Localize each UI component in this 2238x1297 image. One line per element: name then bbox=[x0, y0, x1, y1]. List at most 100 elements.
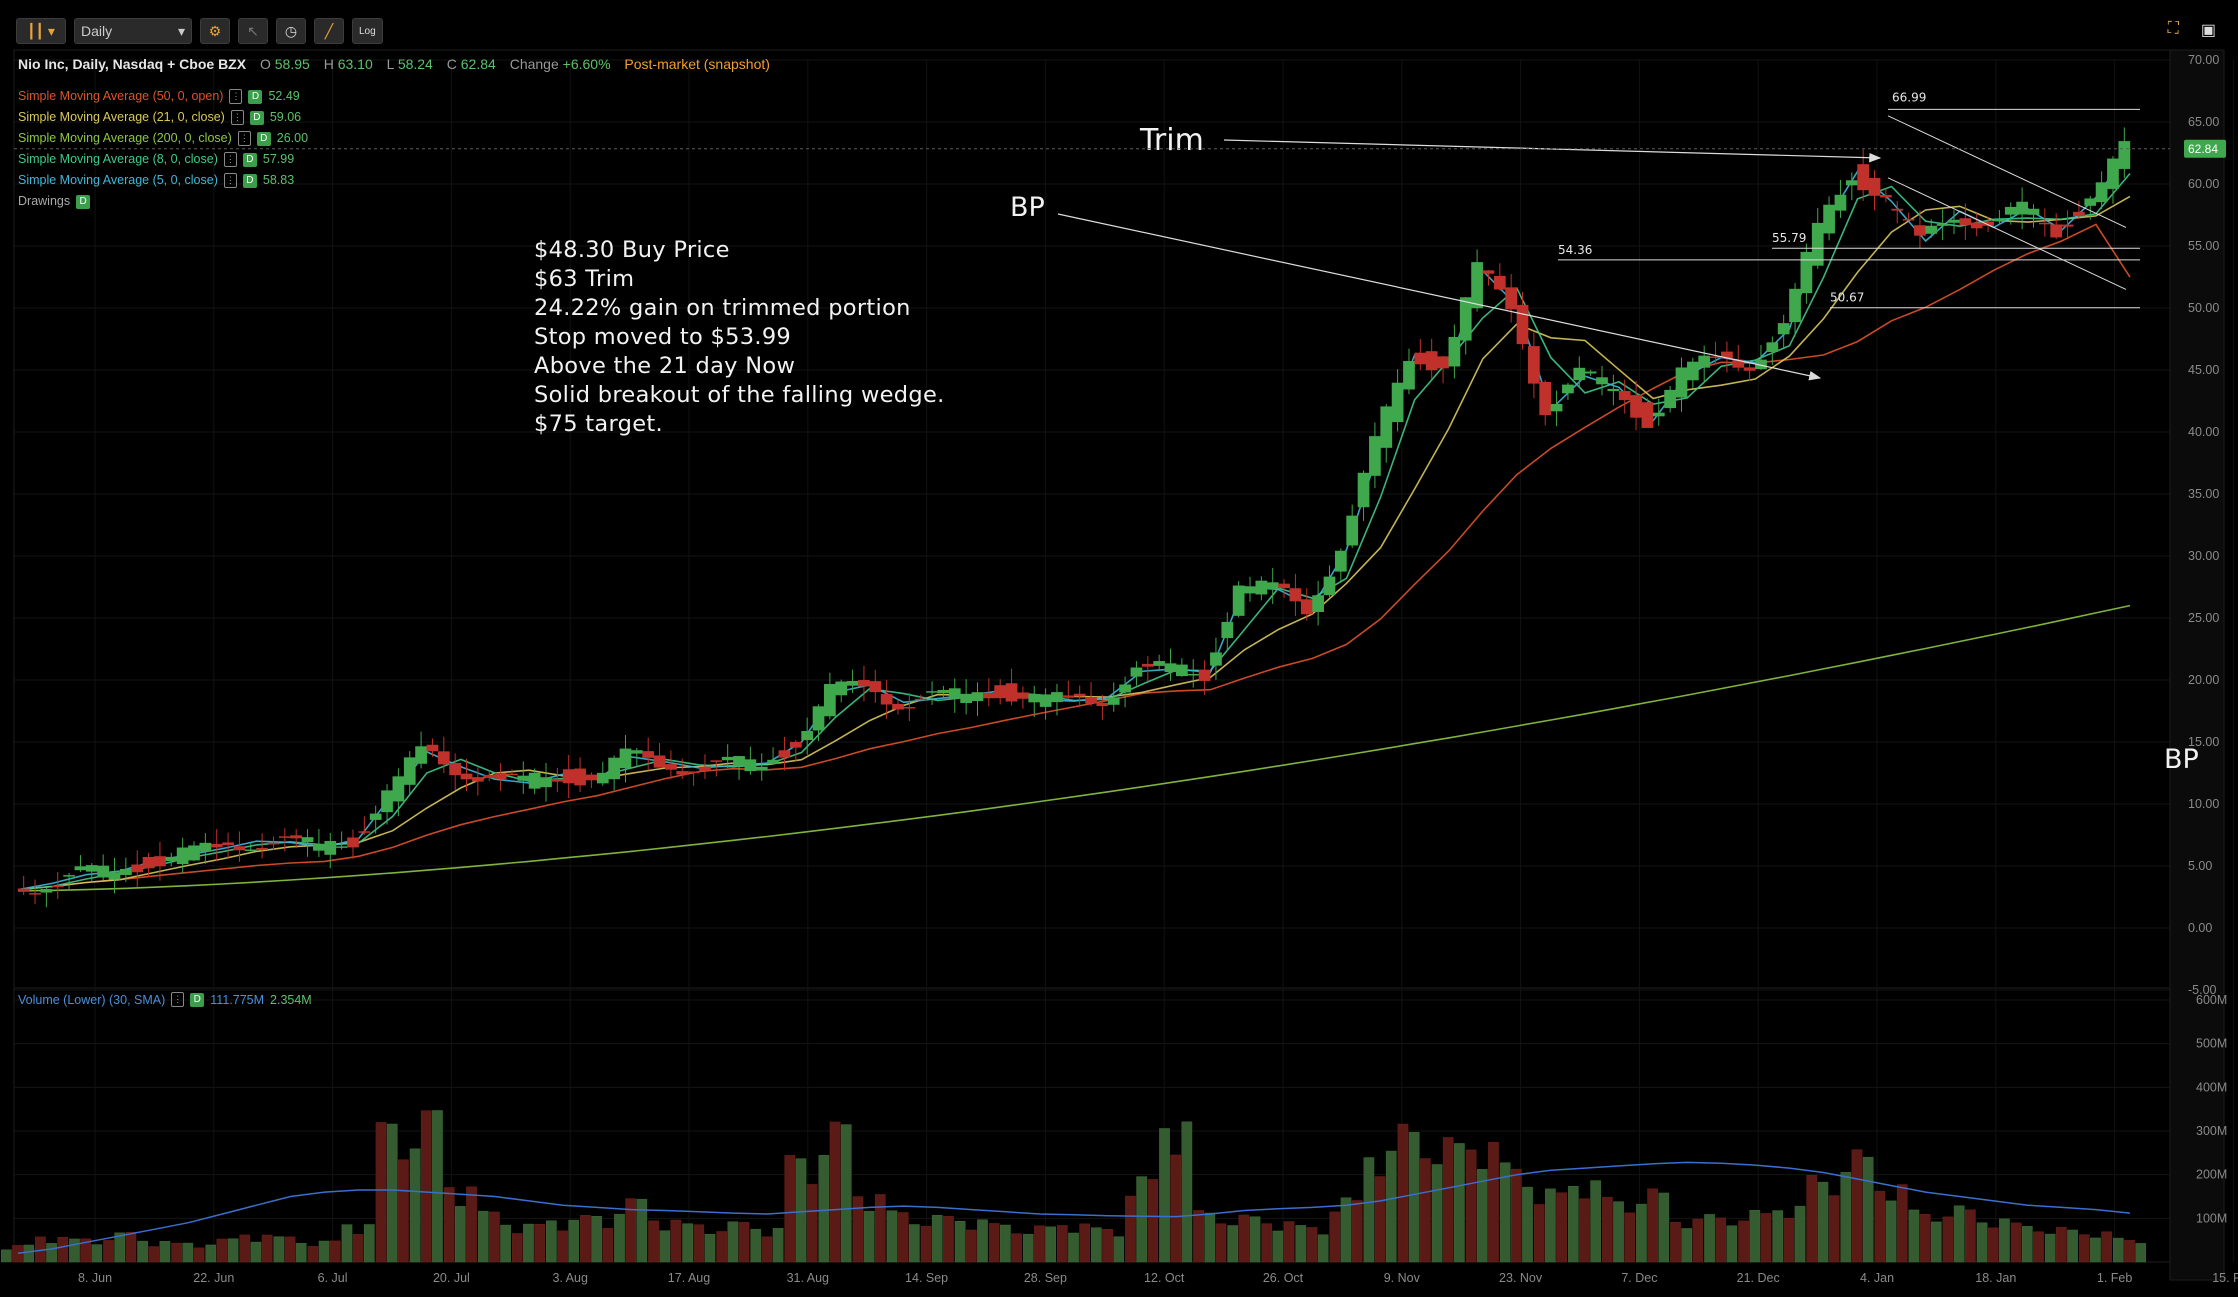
indicator-row[interactable]: Simple Moving Average (200, 0, close) ⋮ D 2… bbox=[18, 128, 308, 149]
price-axis-panel bbox=[2169, 49, 2225, 1281]
candle-body bbox=[347, 837, 359, 848]
x-tick-label: 26. Oct bbox=[1263, 1271, 1304, 1285]
candle-body bbox=[51, 885, 64, 887]
x-tick-label: 4. Jan bbox=[1860, 1271, 1894, 1285]
candle-body bbox=[335, 846, 348, 848]
candle-body bbox=[63, 875, 75, 877]
volume-bar bbox=[1567, 1186, 1579, 1263]
draw-tool-icon[interactable]: ╱ bbox=[314, 18, 344, 44]
volume-bar bbox=[420, 1110, 432, 1263]
volume-bar bbox=[2021, 1226, 2033, 1263]
data-badge-icon[interactable]: D bbox=[190, 992, 205, 1007]
volume-tick-label: 600M bbox=[2196, 993, 2227, 1007]
candle-body bbox=[1516, 304, 1529, 345]
candle-body bbox=[926, 691, 938, 693]
candle-body bbox=[1732, 359, 1745, 368]
y-tick-label: 55.00 bbox=[2188, 239, 2219, 253]
indicator-row[interactable]: Simple Moving Average (8, 0, close) ⋮ D 57.… bbox=[18, 149, 308, 170]
candle-body bbox=[1766, 342, 1779, 352]
candle-body bbox=[1130, 667, 1143, 677]
x-tick-label: 1. Feb bbox=[2097, 1271, 2132, 1285]
volume-bar bbox=[1613, 1201, 1624, 1263]
volume-bar bbox=[1760, 1213, 1772, 1263]
log-scale-button[interactable]: Log bbox=[352, 18, 383, 44]
volume-bar bbox=[239, 1234, 251, 1263]
settings-box-icon[interactable]: ⋮ bbox=[237, 131, 251, 146]
volume-bar bbox=[1670, 1222, 1681, 1263]
gear-icon[interactable]: ⚙ bbox=[200, 18, 230, 44]
data-badge-icon[interactable]: D bbox=[256, 131, 271, 146]
data-badge-icon[interactable]: D bbox=[249, 110, 264, 125]
volume-bar bbox=[2033, 1231, 2044, 1263]
volume-bar bbox=[1681, 1228, 1692, 1263]
volume-bar bbox=[477, 1210, 489, 1263]
settings-box-icon[interactable]: ⋮ bbox=[171, 992, 185, 1007]
candle-body bbox=[1868, 177, 1881, 196]
y-tick-label: 15.00 bbox=[2188, 735, 2219, 749]
sma-line bbox=[17, 223, 2131, 891]
volume-bar bbox=[580, 1215, 591, 1263]
volume-bar bbox=[1806, 1175, 1818, 1263]
volume-bar bbox=[2124, 1240, 2135, 1263]
interval-select[interactable]: Daily ▾ bbox=[74, 18, 192, 44]
indicator-row[interactable]: Simple Moving Average (50, 0, open) ⋮ D 52.… bbox=[18, 86, 308, 107]
candle-body bbox=[176, 847, 189, 865]
volume-tick-label: 200M bbox=[2196, 1168, 2227, 1182]
settings-box-icon[interactable]: ⋮ bbox=[223, 173, 237, 188]
annotation-arrow bbox=[1057, 213, 1822, 381]
indicator-row[interactable]: Simple Moving Average (21, 0, close) ⋮ D 59… bbox=[18, 107, 308, 128]
volume-bar bbox=[205, 1244, 217, 1263]
data-badge-icon[interactable]: D bbox=[242, 152, 257, 167]
volume-bar bbox=[2101, 1231, 2112, 1263]
settings-box-icon[interactable]: ⋮ bbox=[230, 110, 244, 125]
cursor-icon[interactable]: ↖ bbox=[238, 18, 268, 44]
y-tick-label: 0.00 bbox=[2188, 921, 2212, 935]
volume-bar bbox=[91, 1244, 103, 1263]
drawings[interactable]: 66.99 54.36 55.79 50.67 Trim BP BP 62.84 bbox=[14, 90, 2226, 775]
candle-body bbox=[244, 849, 257, 852]
candle-body bbox=[142, 856, 155, 869]
clock-icon[interactable]: ◷ bbox=[276, 18, 306, 44]
volume-bar bbox=[2078, 1234, 2090, 1263]
x-tick-label: 15. Feb bbox=[2212, 1271, 2238, 1285]
volume-bar bbox=[1181, 1121, 1193, 1263]
candle-body bbox=[415, 746, 427, 764]
drawings-row[interactable]: Drawings D bbox=[18, 191, 308, 212]
candle-body bbox=[1380, 406, 1393, 448]
settings-box-icon[interactable]: ⋮ bbox=[223, 152, 237, 167]
data-badge-icon[interactable]: D bbox=[242, 173, 257, 188]
candle-body bbox=[1675, 367, 1688, 398]
volume-value-1: 111.775M bbox=[210, 992, 265, 1007]
volume-bar bbox=[1385, 1150, 1397, 1263]
settings-box-icon[interactable]: ⋮ bbox=[229, 89, 243, 104]
data-badge-icon[interactable]: D bbox=[76, 194, 91, 209]
candle-body bbox=[1017, 692, 1029, 699]
volume-bar bbox=[114, 1232, 126, 1263]
candle-body bbox=[2038, 222, 2051, 225]
candle-body bbox=[1039, 694, 1052, 707]
volume-bar bbox=[772, 1228, 784, 1263]
x-tick-label: 17. Aug bbox=[668, 1271, 710, 1285]
data-badge-icon[interactable]: D bbox=[248, 89, 263, 104]
fullscreen-icon[interactable]: ⛶ bbox=[2167, 20, 2179, 37]
volume-bar bbox=[1249, 1216, 1261, 1263]
volume-bar bbox=[1874, 1190, 1886, 1263]
candle-body bbox=[1845, 180, 1858, 186]
level-label: 55.79 bbox=[1772, 231, 1806, 245]
indicator-row[interactable]: Simple Moving Average (5, 0, close) ⋮ D 58.… bbox=[18, 170, 308, 191]
indicator-value: 58.83 bbox=[262, 173, 295, 187]
candle-body bbox=[892, 703, 904, 710]
change-readout: Change +6.60% bbox=[509, 56, 611, 72]
volume-bar bbox=[693, 1224, 705, 1263]
volume-bar bbox=[1772, 1210, 1784, 1263]
candle-body bbox=[17, 888, 30, 892]
camera-icon[interactable]: ▣ bbox=[2200, 22, 2216, 39]
volume-bar bbox=[1999, 1218, 2010, 1263]
candle-body bbox=[596, 772, 609, 784]
volume-bar bbox=[1306, 1227, 1318, 1263]
candlestick-icon[interactable]: ┃┃ ▾ bbox=[16, 18, 66, 44]
volume-bar bbox=[2067, 1229, 2078, 1263]
candle-body bbox=[1266, 582, 1279, 590]
candle-body bbox=[460, 773, 473, 780]
